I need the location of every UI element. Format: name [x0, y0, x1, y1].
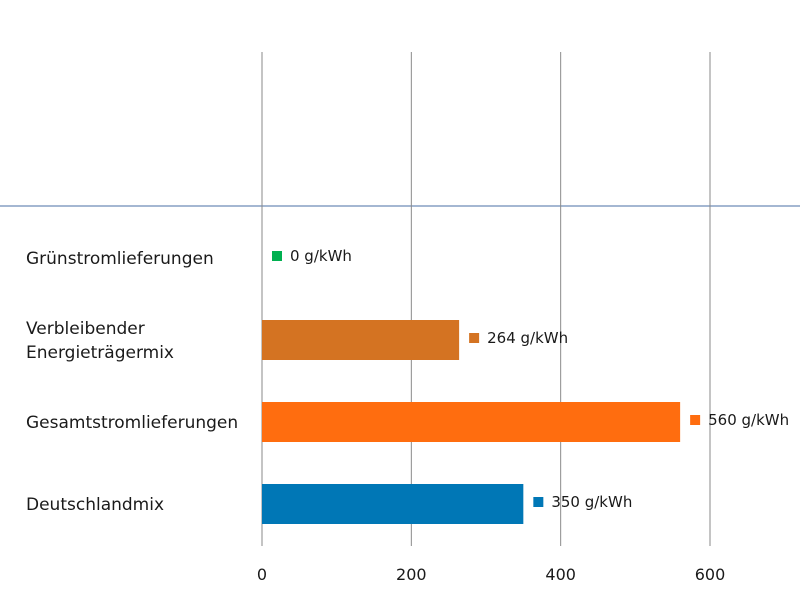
tick-label-200: 200 — [396, 565, 427, 584]
tick-label-600: 600 — [695, 565, 726, 584]
data-label-2: 560 g/kWh — [708, 411, 789, 429]
category-label-line: Grünstromlieferungen — [26, 249, 214, 269]
data-label-markers — [272, 251, 701, 507]
bars — [262, 320, 681, 524]
gridlines — [261, 52, 711, 546]
data-label-marker-1 — [469, 333, 480, 343]
tick-label-0: 0 — [257, 565, 267, 584]
tick-label-400: 400 — [545, 565, 576, 584]
category-label-0: Grünstromlieferungen — [26, 249, 214, 269]
data-label-0: 0 g/kWh — [290, 247, 352, 265]
data-label-marker-2 — [690, 415, 701, 425]
data-label-marker-3 — [533, 497, 544, 507]
bar-2 — [262, 402, 681, 442]
category-label-line: Gesamtstromlieferungen — [26, 413, 238, 433]
category-labels: Grünstromlieferungen Verbleibender Energie… — [26, 249, 238, 515]
category-label-1: Verbleibender Energieträgermix — [26, 319, 174, 363]
bar-1 — [262, 320, 460, 360]
data-label-1: 264 g/kWh — [487, 329, 568, 347]
tick-labels: 0 200 400 600 — [257, 565, 725, 584]
data-label-marker-0 — [272, 251, 282, 261]
category-label-2: Gesamtstromlieferungen — [26, 413, 238, 433]
category-label-line: Energieträgermix — [26, 343, 174, 363]
data-labels: 0 g/kWh 264 g/kWh 560 g/kWh 350 g/kWh — [290, 247, 789, 511]
category-label-line: Verbleibender — [26, 319, 145, 339]
category-label-line: Deutschlandmix — [26, 495, 164, 515]
data-label-3: 350 g/kWh — [551, 493, 632, 511]
category-label-3: Deutschlandmix — [26, 495, 164, 515]
bar-3 — [262, 484, 524, 524]
